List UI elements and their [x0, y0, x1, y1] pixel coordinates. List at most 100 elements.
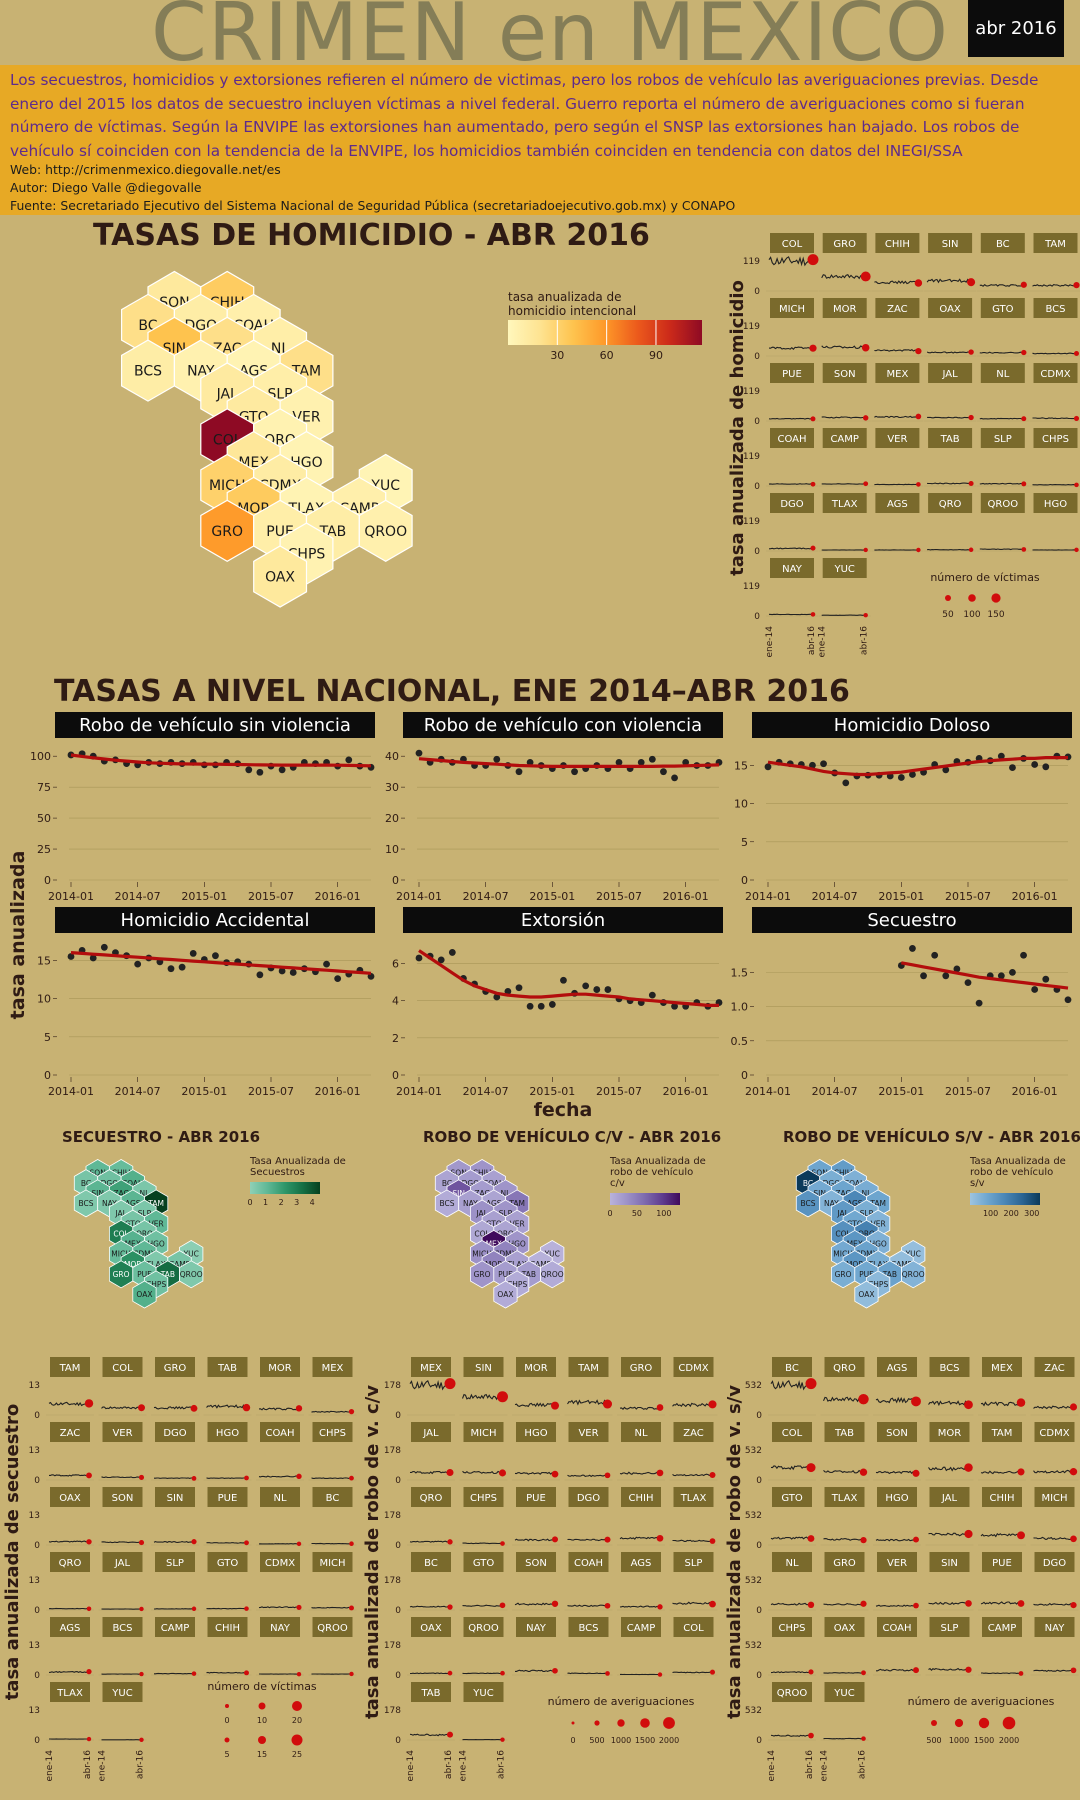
facet-line-pue: [514, 1538, 556, 1542]
facet-point-gto: [1021, 349, 1027, 356]
facet-point-hgo: [244, 1475, 249, 1481]
x-tick-label: 2015-01: [878, 890, 924, 903]
facet-label-tam: TAM: [991, 1428, 1013, 1439]
facet-yzero: 0: [395, 1671, 401, 1681]
facet-line-bc: [979, 283, 1025, 287]
hex-label-qroo: QROO: [902, 1270, 925, 1279]
facet-line-oax: [926, 351, 972, 354]
facet-strip-col: [102, 1357, 143, 1377]
sizes-legend-dot: [224, 1737, 230, 1743]
data-point: [334, 975, 342, 983]
hex-label-bcs: BCS: [78, 1199, 93, 1208]
facet-point-mich: [1070, 1535, 1077, 1543]
hex-label-chps: CHPS: [146, 1280, 166, 1289]
facet-line-camp: [821, 483, 866, 485]
facet-point-bc: [1020, 281, 1027, 288]
data-point: [504, 988, 512, 995]
facet-yzero: 0: [754, 352, 760, 362]
facet-label-coah: COAH: [882, 1623, 911, 1634]
panel-title: Robo de vehículo sin violencia: [79, 715, 351, 736]
facet-line-jal: [927, 416, 972, 419]
facet-point-qroo: [808, 1732, 814, 1739]
facet-line-pue: [206, 1542, 247, 1544]
facet-point-chih: [656, 1534, 664, 1542]
facet-ymax: 119: [743, 452, 760, 462]
facet-point-sin: [497, 1391, 508, 1403]
facet-label-mich: MICH: [1041, 1493, 1067, 1504]
small-legend-tick: 2: [279, 1198, 284, 1207]
sizes-legend-label: 1000: [611, 1736, 631, 1745]
x-tick-label: 2014-01: [48, 890, 94, 903]
sizes-legend-dot: [258, 1702, 266, 1710]
facet-label-chih: CHIH: [990, 1493, 1015, 1504]
facet-ymax: 532: [745, 1576, 762, 1586]
sizes-legend-title: número de averiguaciones: [548, 1695, 695, 1708]
facet-point-mor: [295, 1405, 303, 1412]
facet-strip-jal: [411, 1422, 451, 1442]
facet-label-tlax: TLAX: [56, 1688, 83, 1699]
facet-point-tab: [968, 480, 974, 486]
facet-label-slp: SLP: [994, 434, 1012, 445]
facet-strip-yuc: [102, 1682, 143, 1702]
x-tick-label: 2014-01: [396, 890, 442, 903]
hex-label-mich: MICH: [111, 1250, 131, 1259]
facet-label-qroo: QROO: [317, 1623, 348, 1634]
panel-header: [55, 907, 375, 933]
sizes-legend-label: 500: [589, 1736, 604, 1745]
data-point: [975, 999, 983, 1007]
facet-strip-chps: [772, 1617, 812, 1637]
data-point: [909, 771, 916, 778]
facet-yzero: 0: [34, 1541, 40, 1551]
facet-point-hgo: [551, 1470, 559, 1478]
facet-label-sin: SIN: [475, 1363, 492, 1374]
facet-label-ver: VER: [887, 434, 907, 445]
data-point: [920, 972, 927, 980]
sizes-legend-dot: [571, 1721, 575, 1725]
x-tick-label: 2016-01: [315, 1085, 361, 1098]
facet-point-ags: [911, 1396, 921, 1407]
facet-strip-cdmx: [1034, 1422, 1075, 1442]
facet-point-ver: [913, 1602, 919, 1609]
panel-header: [403, 907, 723, 933]
facet-strip-bcs: [929, 1357, 970, 1377]
data-point: [764, 763, 772, 771]
facet-strip-camp: [822, 428, 867, 448]
hex-label-mor: MOR: [846, 1260, 864, 1269]
facet-yzero: 0: [34, 1671, 40, 1681]
facet-point-gro: [656, 1404, 664, 1411]
data-point: [842, 779, 850, 787]
hex-label-sin: SIN: [813, 1189, 826, 1198]
hex-label-ver: VER: [871, 1219, 886, 1228]
facet-point-chps: [1074, 482, 1079, 488]
facet-strip-chih: [207, 1617, 248, 1637]
facet-ylabel: tasa anualizada de robo de v. s/v: [724, 1385, 745, 1719]
hex-label-gro: GRO: [211, 524, 243, 540]
facet-line-tab: [206, 1404, 247, 1409]
national-ylabel: tasa anualizada: [7, 851, 29, 1020]
hex-label-mex: MEX: [486, 1240, 502, 1249]
facet-xlabel: ene-14: [406, 1750, 416, 1782]
national-title: TASAS A NIVEL NACIONAL, ENE 2014–ABR 201…: [54, 674, 850, 709]
sizes-legend-dot: [291, 1734, 303, 1746]
facet-point-nl: [807, 1601, 815, 1608]
facet-point-mex: [915, 413, 922, 420]
y-tick-label: 5: [44, 1031, 51, 1044]
facet-label-bcs: BCS: [1045, 304, 1065, 315]
facet-xlabel: abr-16: [83, 1750, 93, 1779]
facet-line-mor: [928, 1466, 969, 1472]
web-link[interactable]: Web: http://crimenmexico.diegovalle.net/…: [10, 162, 281, 177]
facet-line-tab: [409, 1733, 451, 1737]
hex-label-ver: VER: [149, 1219, 164, 1228]
facet-line-ver: [101, 1476, 142, 1479]
facet-line-jal: [928, 1532, 969, 1537]
hex-label-oax: OAX: [136, 1290, 152, 1299]
facet-label-cdmx: CDMX: [678, 1363, 708, 1374]
facet-strip-sin: [155, 1487, 195, 1507]
facet-label-mex: MEX: [887, 369, 909, 380]
facet-xlabel: abr-16: [858, 1750, 868, 1779]
facet-line-bc: [770, 1380, 812, 1391]
facet-point-tlax: [709, 1538, 716, 1544]
facet-point-nl: [296, 1541, 302, 1547]
facet-strip-hgo: [1033, 493, 1078, 513]
facet-label-gro: GRO: [833, 1558, 856, 1569]
